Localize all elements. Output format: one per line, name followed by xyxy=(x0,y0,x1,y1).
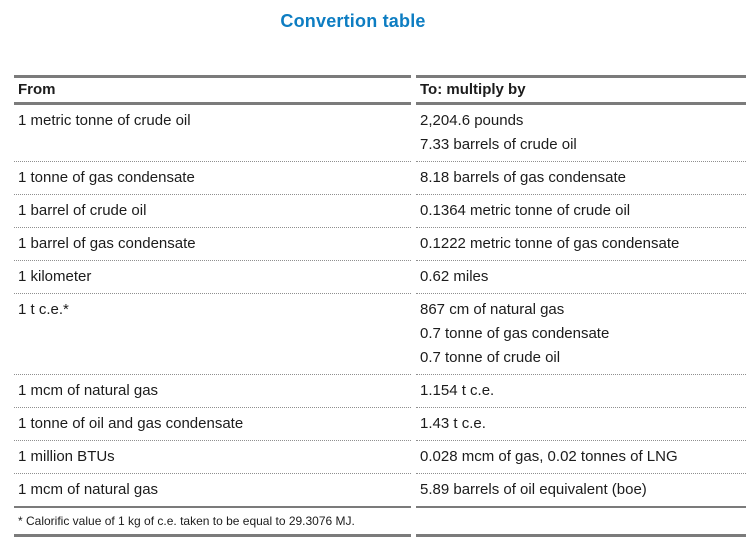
to-value-line: 0.028 mcm of gas, 0.02 tonnes of LNG xyxy=(420,448,678,465)
table-row: 1 t c.e.* 867 cm of natural gas 0.7 tonne … xyxy=(14,294,746,375)
from-cell: 1 barrel of crude oil xyxy=(14,195,411,228)
to-cell: 867 cm of natural gas 0.7 tonne of gas co… xyxy=(416,294,746,375)
to-cell: 0.028 mcm of gas, 0.02 tonnes of LNG xyxy=(416,441,746,474)
from-cell: 1 barrel of gas condensate xyxy=(14,228,411,261)
to-cell: 1.154 t c.e. xyxy=(416,375,746,408)
to-value-line: 1.43 t c.e. xyxy=(420,415,486,432)
to-cell: 0.62 miles xyxy=(416,261,746,294)
footnote-spacer xyxy=(416,508,746,537)
table-row: 1 mcm of natural gas 1.154 t c.e. xyxy=(14,375,746,408)
footnote-text: * Calorific value of 1 kg of c.e. taken … xyxy=(14,508,411,537)
to-value-line: 0.62 miles xyxy=(420,268,489,285)
table-row: 1 tonne of oil and gas condensate 1.43 t … xyxy=(14,408,746,441)
to-value-line: 7.33 barrels of crude oil xyxy=(420,136,577,153)
to-value-line: 0.1364 metric tonne of crude oil xyxy=(420,202,631,219)
footnote-row: * Calorific value of 1 kg of c.e. taken … xyxy=(14,508,746,537)
from-cell: 1 million BTUs xyxy=(14,441,411,474)
table-row: 1 metric tonne of crude oil 2,204.6 pound… xyxy=(14,105,746,162)
to-cell: 8.18 barrels of gas condensate xyxy=(416,162,746,195)
from-cell: 1 tonne of gas condensate xyxy=(14,162,411,195)
to-cell: 0.1364 metric tonne of crude oil xyxy=(416,195,746,228)
to-value-line: 0.1222 metric tonne of gas condensate xyxy=(420,235,680,252)
page-title: Convertion table xyxy=(280,11,426,31)
from-cell: 1 metric tonne of crude oil xyxy=(14,105,411,162)
from-cell: 1 tonne of oil and gas condensate xyxy=(14,408,411,441)
to-cell: 5.89 barrels of oil equivalent (boe) xyxy=(416,474,746,508)
table-row: 1 kilometer 0.62 miles xyxy=(14,261,746,294)
to-cell: 1.43 t c.e. xyxy=(416,408,746,441)
table-row: 1 million BTUs 0.028 mcm of gas, 0.02 ton… xyxy=(14,441,746,474)
to-value-line: 0.7 tonne of crude oil xyxy=(420,349,561,366)
to-value-line: 8.18 barrels of gas condensate xyxy=(420,169,626,186)
from-cell: 1 mcm of natural gas xyxy=(14,474,411,508)
to-cell: 2,204.6 pounds 7.33 barrels of crude oil xyxy=(416,105,746,162)
to-cell: 0.1222 metric tonne of gas condensate xyxy=(416,228,746,261)
table-row: 1 barrel of crude oil 0.1364 metric tonne… xyxy=(14,195,746,228)
to-value-line: 5.89 barrels of oil equivalent (boe) xyxy=(420,481,647,498)
header-from: From xyxy=(14,75,411,105)
to-value-line: 2,204.6 pounds xyxy=(420,112,524,129)
from-cell: 1 mcm of natural gas xyxy=(14,375,411,408)
table-row: 1 tonne of gas condensate 8.18 barrels of… xyxy=(14,162,746,195)
to-value-line: 1.154 t c.e. xyxy=(420,382,495,399)
header-to: To: multiply by xyxy=(416,75,746,105)
conversion-table: From To: multiply by 1 metric tonne of c… xyxy=(14,75,746,537)
from-cell: 1 kilometer xyxy=(14,261,411,294)
table-body: 1 metric tonne of crude oil 2,204.6 pound… xyxy=(14,105,746,508)
table-row: 1 barrel of gas condensate 0.1222 metric … xyxy=(14,228,746,261)
table-header-row: From To: multiply by xyxy=(14,75,746,105)
table-row: 1 mcm of natural gas 5.89 barrels of oil … xyxy=(14,474,746,508)
to-value-line: 0.7 tonne of gas condensate xyxy=(420,325,610,342)
to-value-line: 867 cm of natural gas xyxy=(420,301,565,318)
from-cell: 1 t c.e.* xyxy=(14,294,411,375)
